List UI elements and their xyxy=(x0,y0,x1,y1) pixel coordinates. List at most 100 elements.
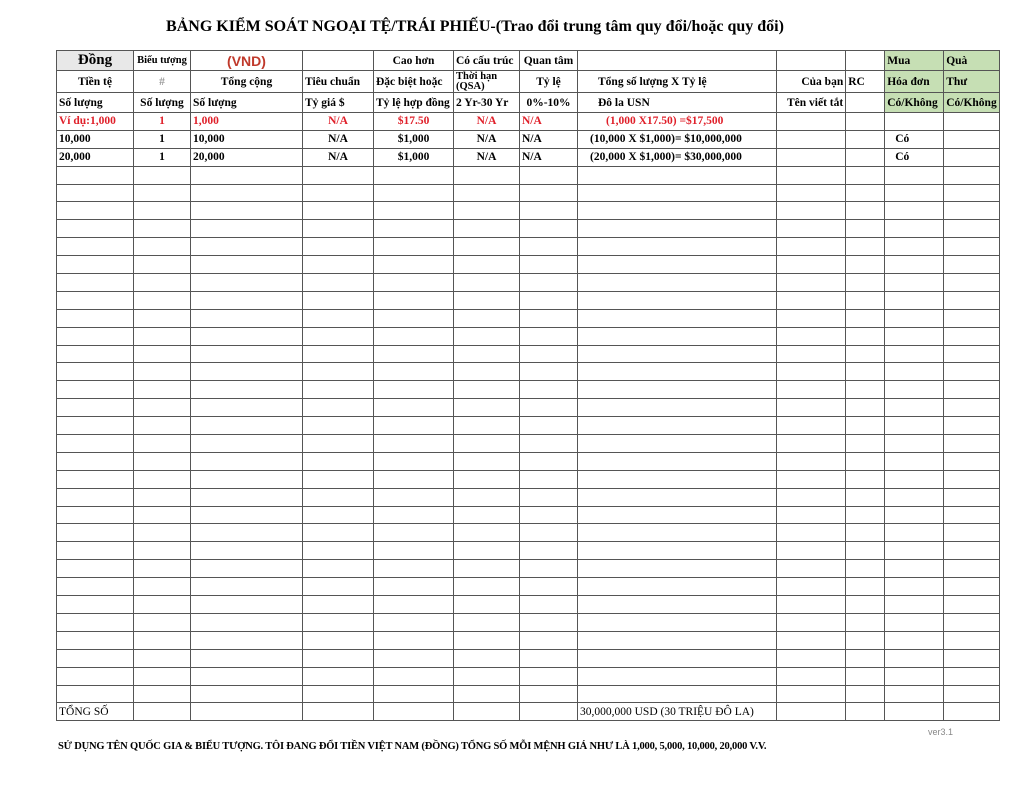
table-row-cell[interactable] xyxy=(845,147,886,167)
empty-row-cell[interactable] xyxy=(56,380,134,400)
empty-row-cell[interactable] xyxy=(56,237,134,257)
empty-row-cell[interactable] xyxy=(190,201,303,221)
empty-row-cell[interactable] xyxy=(845,630,886,650)
empty-row-cell[interactable] xyxy=(519,648,578,668)
empty-row-cell[interactable] xyxy=(190,344,303,364)
empty-row-cell[interactable] xyxy=(56,434,134,453)
empty-row-cell[interactable] xyxy=(56,308,134,328)
empty-row-cell[interactable] xyxy=(133,469,191,489)
empty-row-cell[interactable] xyxy=(884,648,945,668)
empty-row-cell[interactable] xyxy=(845,666,886,686)
empty-row-cell[interactable] xyxy=(190,290,303,310)
empty-row-cell[interactable] xyxy=(453,165,520,185)
empty-row-cell[interactable] xyxy=(453,290,520,310)
empty-row-cell[interactable] xyxy=(519,362,578,382)
empty-row-cell[interactable] xyxy=(519,326,578,346)
empty-row-cell[interactable] xyxy=(453,487,520,507)
empty-row-cell[interactable] xyxy=(453,559,520,579)
empty-row-cell[interactable] xyxy=(943,648,1001,668)
table-row-cell[interactable] xyxy=(845,129,886,149)
empty-row-cell[interactable] xyxy=(775,451,847,471)
empty-row-cell[interactable] xyxy=(943,505,1001,525)
empty-row-cell[interactable] xyxy=(943,595,1001,614)
empty-row-cell[interactable] xyxy=(519,273,578,292)
empty-row-cell[interactable] xyxy=(884,630,945,650)
empty-row-cell[interactable] xyxy=(453,648,520,668)
empty-row-cell[interactable] xyxy=(884,290,945,310)
table-row-cell[interactable]: N/A xyxy=(453,129,520,149)
empty-row-cell[interactable] xyxy=(453,451,520,471)
empty-row-cell[interactable] xyxy=(884,541,945,561)
empty-row-cell[interactable] xyxy=(302,523,374,543)
empty-row-cell[interactable] xyxy=(302,380,374,400)
empty-row-cell[interactable] xyxy=(943,273,1001,292)
empty-row-cell[interactable] xyxy=(373,273,454,292)
empty-row-cell[interactable] xyxy=(943,487,1001,507)
empty-row-cell[interactable] xyxy=(56,487,134,507)
empty-row-cell[interactable] xyxy=(775,362,847,382)
empty-row-cell[interactable] xyxy=(577,666,777,686)
empty-row-cell[interactable] xyxy=(577,183,777,203)
empty-row-cell[interactable] xyxy=(373,648,454,668)
empty-row-cell[interactable] xyxy=(56,505,134,525)
empty-row-cell[interactable] xyxy=(519,183,578,203)
empty-row-cell[interactable] xyxy=(302,559,374,579)
empty-row-cell[interactable] xyxy=(453,273,520,292)
empty-row-cell[interactable] xyxy=(133,416,191,436)
empty-row-cell[interactable] xyxy=(373,183,454,203)
empty-row-cell[interactable] xyxy=(577,487,777,507)
empty-row-cell[interactable] xyxy=(943,183,1001,203)
empty-row-cell[interactable] xyxy=(943,612,1001,632)
empty-row-cell[interactable] xyxy=(775,183,847,203)
empty-row-cell[interactable] xyxy=(845,523,886,543)
empty-row-cell[interactable] xyxy=(190,684,303,704)
empty-row-cell[interactable] xyxy=(845,237,886,257)
empty-row-cell[interactable] xyxy=(373,416,454,436)
table-row-cell[interactable]: $1,000 xyxy=(373,129,454,149)
empty-row-cell[interactable] xyxy=(373,344,454,364)
empty-row-cell[interactable] xyxy=(775,219,847,239)
empty-row-cell[interactable] xyxy=(133,559,191,579)
empty-row-cell[interactable] xyxy=(775,273,847,292)
empty-row-cell[interactable] xyxy=(943,380,1001,400)
table-row-cell[interactable] xyxy=(943,147,1001,167)
empty-row-cell[interactable] xyxy=(453,201,520,221)
empty-row-cell[interactable] xyxy=(56,326,134,346)
empty-row-cell[interactable] xyxy=(190,595,303,614)
table-row-cell[interactable] xyxy=(943,112,1001,131)
empty-row-cell[interactable] xyxy=(302,290,374,310)
empty-row-cell[interactable] xyxy=(577,219,777,239)
empty-row-cell[interactable] xyxy=(373,487,454,507)
empty-row-cell[interactable] xyxy=(577,255,777,275)
empty-row-cell[interactable] xyxy=(884,183,945,203)
empty-row-cell[interactable] xyxy=(884,451,945,471)
empty-row-cell[interactable] xyxy=(884,237,945,257)
empty-row-cell[interactable] xyxy=(373,165,454,185)
empty-row-cell[interactable] xyxy=(190,434,303,453)
empty-row-cell[interactable] xyxy=(845,398,886,418)
empty-row-cell[interactable] xyxy=(884,380,945,400)
empty-row-cell[interactable] xyxy=(373,326,454,346)
table-row-cell[interactable]: 1 xyxy=(133,129,191,149)
empty-row-cell[interactable] xyxy=(845,273,886,292)
empty-row-cell[interactable] xyxy=(845,505,886,525)
empty-row-cell[interactable] xyxy=(56,165,134,185)
empty-row-cell[interactable] xyxy=(133,648,191,668)
empty-row-cell[interactable] xyxy=(302,577,374,597)
empty-row-cell[interactable] xyxy=(373,612,454,632)
empty-row-cell[interactable] xyxy=(453,362,520,382)
empty-row-cell[interactable] xyxy=(845,612,886,632)
empty-row-cell[interactable] xyxy=(56,541,134,561)
empty-row-cell[interactable] xyxy=(373,595,454,614)
empty-row-cell[interactable] xyxy=(453,398,520,418)
table-row-cell[interactable]: N/A xyxy=(302,112,374,131)
empty-row-cell[interactable] xyxy=(133,434,191,453)
empty-row-cell[interactable] xyxy=(302,648,374,668)
empty-row-cell[interactable] xyxy=(56,684,134,704)
empty-row-cell[interactable] xyxy=(775,416,847,436)
empty-row-cell[interactable] xyxy=(577,344,777,364)
empty-row-cell[interactable] xyxy=(133,237,191,257)
empty-row-cell[interactable] xyxy=(943,165,1001,185)
empty-row-cell[interactable] xyxy=(453,630,520,650)
empty-row-cell[interactable] xyxy=(453,505,520,525)
